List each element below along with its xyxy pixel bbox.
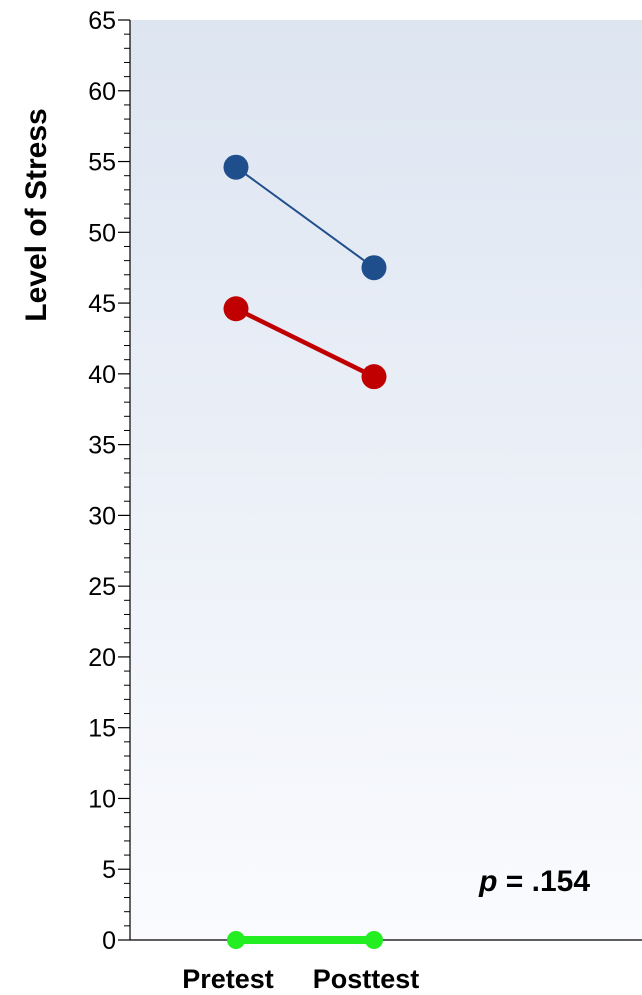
- series-layer: [223, 154, 387, 949]
- y-tick-label: 5: [102, 856, 116, 884]
- data-point: [361, 364, 387, 390]
- data-point: [365, 931, 383, 949]
- y-tick-label: 15: [88, 715, 116, 743]
- data-point: [223, 296, 249, 322]
- y-axis: 0 5 10 15 20 25 30 35 40 45 50 55 60 65: [88, 7, 642, 955]
- y-tick-label: 45: [88, 290, 116, 318]
- series-line: [235, 166, 375, 269]
- plot-area: [130, 20, 642, 940]
- y-axis-label: Level of Stress: [20, 108, 53, 321]
- y-tick-label: 35: [88, 432, 116, 460]
- data-point: [361, 255, 387, 281]
- series-2: [223, 296, 387, 390]
- series-3: [227, 931, 383, 949]
- y-tick-label: 10: [88, 785, 116, 813]
- p-value-annotation: p = .154: [478, 865, 590, 898]
- x-category-label: Pretest: [182, 964, 274, 994]
- p-symbol: p: [478, 865, 497, 898]
- y-tick-label: 50: [88, 219, 116, 247]
- y-tick-label: 30: [88, 502, 116, 530]
- y-tick-label: 25: [88, 573, 116, 601]
- y-tick-label: 40: [88, 361, 116, 389]
- y-tick-label: 0: [102, 927, 116, 955]
- x-axis: Pretest Posttest: [182, 964, 419, 994]
- data-point: [227, 931, 245, 949]
- data-point: [223, 154, 249, 180]
- y-tick-label: 65: [88, 7, 116, 35]
- y-tick-label: 55: [88, 149, 116, 177]
- y-tick-label: 60: [88, 78, 116, 106]
- p-value-text: = .154: [497, 865, 590, 898]
- y-tick-label: 20: [88, 644, 116, 672]
- series-line: [235, 306, 375, 379]
- x-category-label: Posttest: [313, 964, 420, 994]
- series-1: [223, 154, 387, 281]
